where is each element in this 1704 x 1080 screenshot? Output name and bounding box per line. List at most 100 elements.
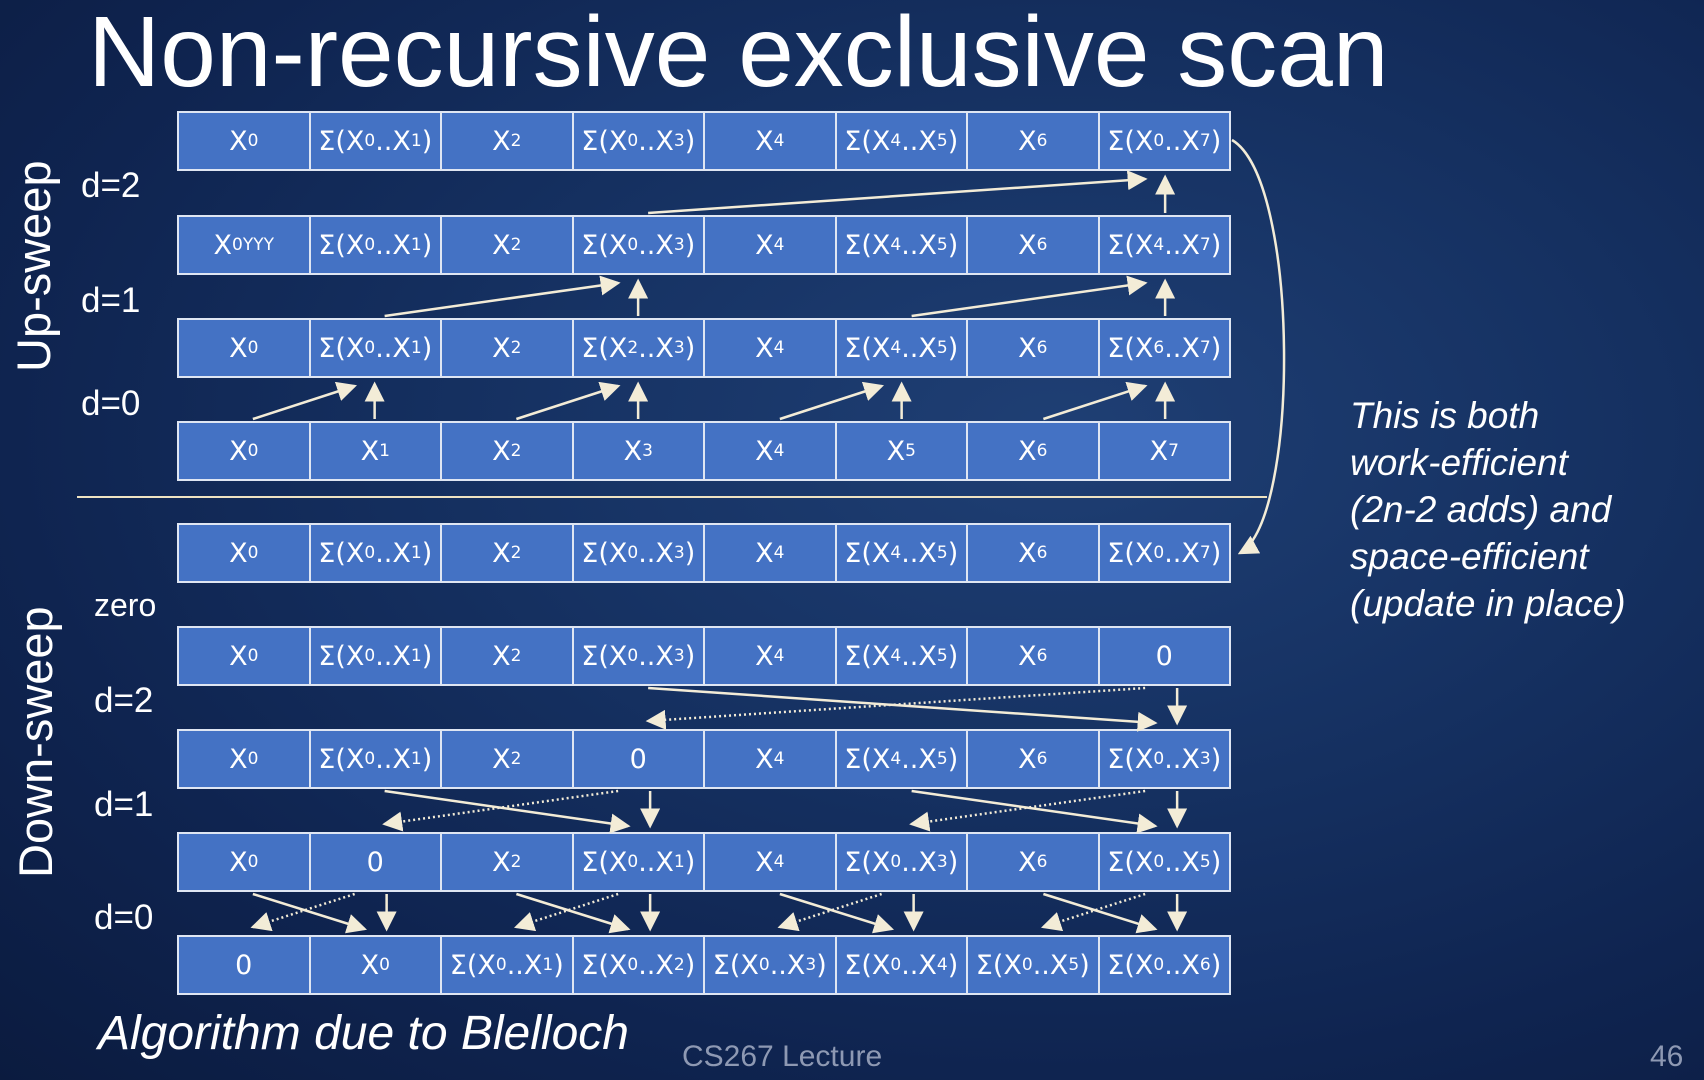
note-line-4: space-efficient: [1350, 536, 1589, 577]
cell-up-level-3-3: Σ(X 0 ..X 3): [571, 111, 705, 171]
note-line-5: (update in place): [1350, 583, 1626, 624]
cell-down-level-2-1: Σ(X 0 ..X 1): [308, 729, 442, 789]
arrow-8: [384, 275, 621, 318]
row-down-level-1: X 0 0 X 2 Σ(X 0 ..X 1) X 4 Σ(X 0 ..X 3) X 6 Σ(X 0 ..X 5): [177, 832, 1231, 892]
cell-down-start-5: Σ(X 4 ..X 5): [834, 523, 968, 583]
cell-up-level-1-7: Σ(X 6 ..X 7): [1097, 318, 1231, 378]
arrow-10: [911, 275, 1148, 318]
arrow-32: [1043, 892, 1158, 934]
footer-text: CS267 Lecture: [682, 1040, 883, 1073]
credit-text: Algorithm due to Blelloch: [98, 1007, 629, 1060]
cell-down-output-7: Σ(X 0 ..X 6): [1097, 935, 1231, 995]
arrow-4: [779, 381, 885, 421]
arrow-2: [515, 381, 621, 421]
page-number: 46: [1650, 1040, 1684, 1073]
cell-down-output-3: Σ(X 0 ..X 2): [571, 935, 705, 995]
arrow-20: [911, 789, 1158, 834]
cell-up-level-3-1: Σ(X 0 ..X 1): [308, 111, 442, 171]
cell-up-level-3-5: Σ(X 4 ..X 5): [834, 111, 968, 171]
arrow-0: [252, 381, 358, 421]
cell-down-level-2-7: Σ(X 0 ..X 3): [1097, 729, 1231, 789]
arrow-18: [382, 789, 619, 832]
note-line-1: This is both: [1350, 395, 1540, 436]
cell-up-level-2-7: Σ(X 4 ..X 7): [1097, 215, 1231, 275]
cell-up-level-1-3: Σ(X 2 ..X 3): [571, 318, 705, 378]
arrow-17: [384, 789, 631, 834]
down-d0-label: d=0: [94, 898, 154, 937]
arrow-12: [648, 170, 1148, 215]
down-zero-label: zero: [94, 587, 157, 623]
down-d1-label: d=1: [94, 785, 154, 824]
cell-down-level-1-5: Σ(X 0 ..X 3): [834, 832, 968, 892]
up-d2-label: d=2: [81, 166, 141, 205]
cell-up-level-2-1: Σ(X 0 ..X 1): [308, 215, 442, 275]
up-d0-label: d=0: [81, 384, 141, 423]
note-line-2: work-efficient: [1350, 442, 1568, 483]
cell-down-start-3: Σ(X 0 ..X 3): [571, 523, 705, 583]
arrow-14: [648, 686, 1158, 732]
row-down-start: X 0 Σ(X 0 ..X 1) X 2 Σ(X 0 ..X 3) X 4 Σ(X 4 ..X 5) X 6 Σ(X 0.…: [177, 523, 1231, 583]
cell-down-output-2: Σ(X 0 ..X 1): [440, 935, 574, 995]
cell-down-start-1: Σ(X 0 ..X 1): [308, 523, 442, 583]
cell-down-level-1-1: 0: [308, 832, 442, 892]
cell-down-start-7: Σ(X 0 ..X 7): [1097, 523, 1231, 583]
row-down-level-2: X 0 Σ(X 0 ..X 1) X 2 0 X 4 Σ(X 4 ..X 5) X 6 Σ(X 0 ..X 3): [177, 729, 1231, 789]
row-down-zeroed: X 0 Σ(X 0 ..X 1) X 2 Σ(X 0 ..X 3) X 4 Σ(X 4 ..X 5) X 6 0: [177, 626, 1231, 686]
row-down-output: 0 X 0 Σ(X 0 ..X 1) Σ(X 0 ..X 2) Σ(X 0 ..X 3) Σ(X 0 ..X 4) Σ…: [177, 935, 1231, 995]
cell-down-level-1-7: Σ(X 0 ..X 5): [1097, 832, 1231, 892]
arrow-6: [1042, 381, 1148, 421]
up-d1-label: d=1: [81, 281, 141, 320]
cell-up-level-2-0: X 0YYY: [177, 215, 311, 275]
arrow-29: [779, 892, 895, 934]
cell-down-level-2-5: Σ(X 4 ..X 5): [834, 729, 968, 789]
row-up-level-1: X 0 Σ(X 0 ..X 1) X 2 Σ(X 2 ..X 3) X 4 Σ(X 4 ..X 5) X 6 Σ(X 6.…: [177, 318, 1231, 378]
note-line-3: (2n-2 adds) and: [1350, 489, 1612, 530]
arrow-23: [252, 892, 368, 934]
row-up-level-3: X 0 Σ(X 0 ..X 1) X 2 Σ(X 0 ..X 3) X 4 Σ(X 4 ..X 5) X 6 Σ(X 0.…: [177, 111, 1231, 171]
cell-down-zeroed-7: 0: [1097, 626, 1231, 686]
cell-up-level-2-3: Σ(X 0 ..X 3): [571, 215, 705, 275]
efficiency-note: This is both work-efficient (2n-2 adds) …: [1350, 392, 1690, 627]
cell-up-level-1-5: Σ(X 4 ..X 5): [834, 318, 968, 378]
cell-down-level-1-3: Σ(X 0 ..X 1): [571, 832, 705, 892]
cell-down-zeroed-3: Σ(X 0 ..X 3): [571, 626, 705, 686]
cell-up-level-3-7: Σ(X 0 ..X 7): [1097, 111, 1231, 171]
slide-title: Non-recursive exclusive scan: [88, 0, 1389, 108]
cell-down-output-5: Σ(X 0 ..X 4): [834, 935, 968, 995]
cell-up-level-1-1: Σ(X 0 ..X 1): [308, 318, 442, 378]
row-up-level-2: X 0YYY Σ(X 0 ..X 1) X 2 Σ(X 0 ..X 3) X 4 Σ(X 4 ..X 5) X 6 Σ(…: [177, 215, 1231, 275]
arrow-21: [909, 789, 1146, 832]
wraparound-arrow: [1231, 138, 1286, 555]
cell-down-zeroed-5: Σ(X 4 ..X 5): [834, 626, 968, 686]
